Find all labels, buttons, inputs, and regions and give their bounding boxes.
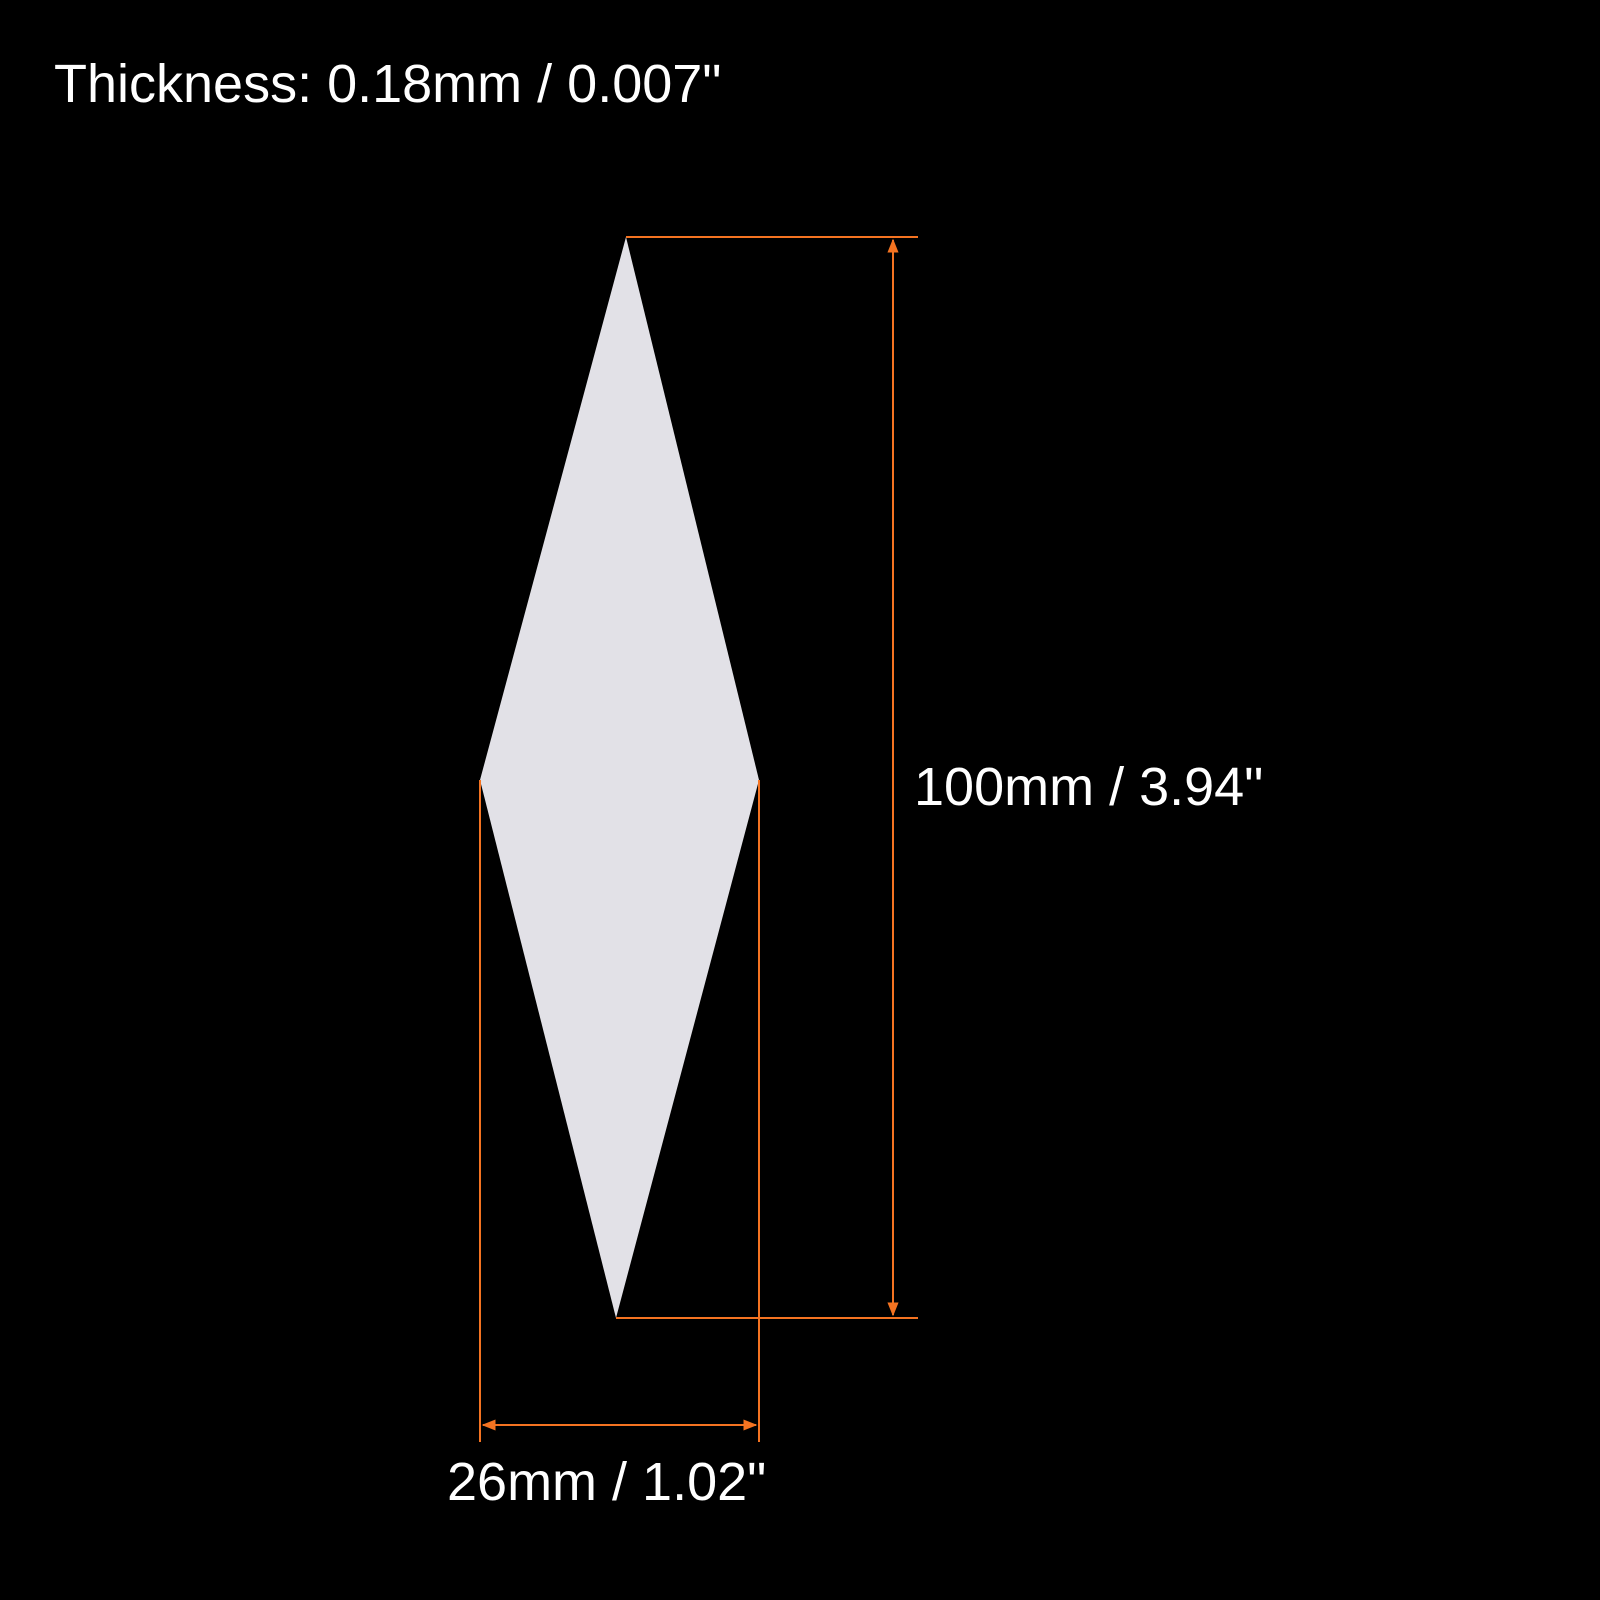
thickness-label: Thickness: 0.18mm / 0.007" [54, 54, 722, 114]
width-label: 26mm / 1.02" [447, 1452, 766, 1512]
height-label: 100mm / 3.94" [914, 757, 1263, 817]
rhombus-shape [480, 237, 759, 1318]
